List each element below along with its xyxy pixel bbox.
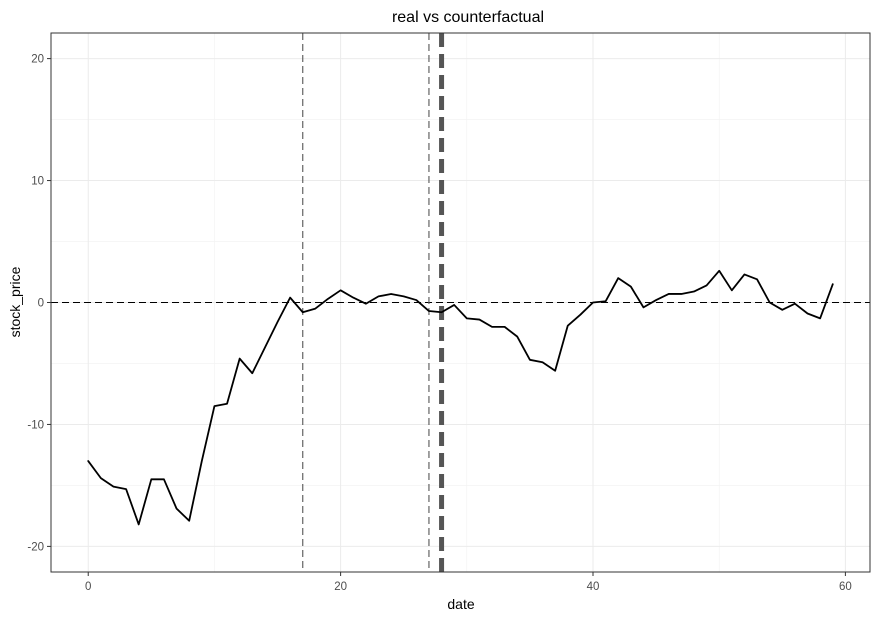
series-layer	[87, 269, 834, 526]
series-line-0	[87, 269, 834, 526]
y-tick-label: -20	[27, 541, 44, 553]
y-axis: -20 -10 0 10 20	[27, 54, 51, 553]
y-axis-title: stock_price	[7, 266, 23, 337]
x-tick-label: 40	[587, 581, 600, 593]
reference-lines	[51, 33, 870, 572]
y-tick-label: 0	[38, 298, 44, 310]
y-tick-label: -10	[27, 419, 44, 431]
x-axis: 0 20 40 60	[85, 572, 852, 593]
x-tick-label: 20	[334, 581, 347, 593]
y-tick-label: 10	[31, 176, 44, 188]
y-tick-label: 20	[31, 54, 44, 66]
chart-title: real vs counterfactual	[392, 9, 544, 26]
x-tick-label: 0	[85, 581, 91, 593]
x-tick-label: 60	[839, 581, 852, 593]
x-axis-title: date	[447, 596, 474, 612]
